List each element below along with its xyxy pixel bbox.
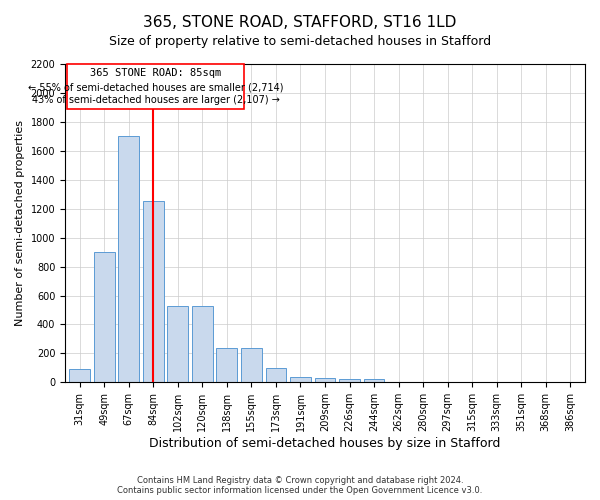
Text: 43% of semi-detached houses are larger (2,107) →: 43% of semi-detached houses are larger (… [32, 95, 280, 105]
Y-axis label: Number of semi-detached properties: Number of semi-detached properties [15, 120, 25, 326]
Bar [266, 368, 286, 382]
Bar [94, 252, 115, 382]
Text: ← 55% of semi-detached houses are smaller (2,714): ← 55% of semi-detached houses are smalle… [28, 83, 284, 93]
Bar [217, 348, 238, 382]
Bar [364, 378, 385, 382]
Bar [290, 376, 311, 382]
FancyBboxPatch shape [67, 64, 244, 109]
Text: Contains HM Land Registry data © Crown copyright and database right 2024.
Contai: Contains HM Land Registry data © Crown c… [118, 476, 482, 495]
Text: 365 STONE ROAD: 85sqm: 365 STONE ROAD: 85sqm [90, 68, 221, 78]
Bar [241, 348, 262, 382]
Bar [167, 306, 188, 382]
X-axis label: Distribution of semi-detached houses by size in Stafford: Distribution of semi-detached houses by … [149, 437, 501, 450]
Bar [314, 378, 335, 382]
Bar [118, 136, 139, 382]
Text: 365, STONE ROAD, STAFFORD, ST16 1LD: 365, STONE ROAD, STAFFORD, ST16 1LD [143, 15, 457, 30]
Bar [143, 202, 164, 382]
Bar [70, 370, 90, 382]
Text: Size of property relative to semi-detached houses in Stafford: Size of property relative to semi-detach… [109, 35, 491, 48]
Bar [192, 306, 213, 382]
Bar [339, 378, 360, 382]
